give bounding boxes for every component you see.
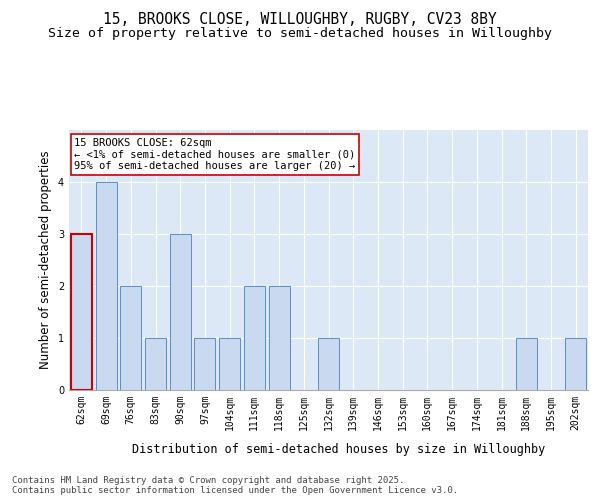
Text: Distribution of semi-detached houses by size in Willoughby: Distribution of semi-detached houses by … (133, 442, 545, 456)
Bar (71, 234, 92, 390)
Bar (244, 286, 265, 390)
Bar (269, 286, 290, 390)
Text: Contains HM Land Registry data © Crown copyright and database right 2025.
Contai: Contains HM Land Registry data © Crown c… (12, 476, 458, 495)
Bar (516, 338, 537, 390)
Bar (95, 182, 116, 390)
Text: Size of property relative to semi-detached houses in Willoughby: Size of property relative to semi-detach… (48, 28, 552, 40)
Bar (145, 338, 166, 390)
Bar (318, 338, 339, 390)
Bar (565, 338, 586, 390)
Bar (120, 286, 141, 390)
Y-axis label: Number of semi-detached properties: Number of semi-detached properties (40, 150, 52, 370)
Text: 15 BROOKS CLOSE: 62sqm
← <1% of semi-detached houses are smaller (0)
95% of semi: 15 BROOKS CLOSE: 62sqm ← <1% of semi-det… (74, 138, 355, 171)
Text: 15, BROOKS CLOSE, WILLOUGHBY, RUGBY, CV23 8BY: 15, BROOKS CLOSE, WILLOUGHBY, RUGBY, CV2… (103, 12, 497, 28)
Bar (194, 338, 215, 390)
Bar (170, 234, 191, 390)
Bar (219, 338, 240, 390)
